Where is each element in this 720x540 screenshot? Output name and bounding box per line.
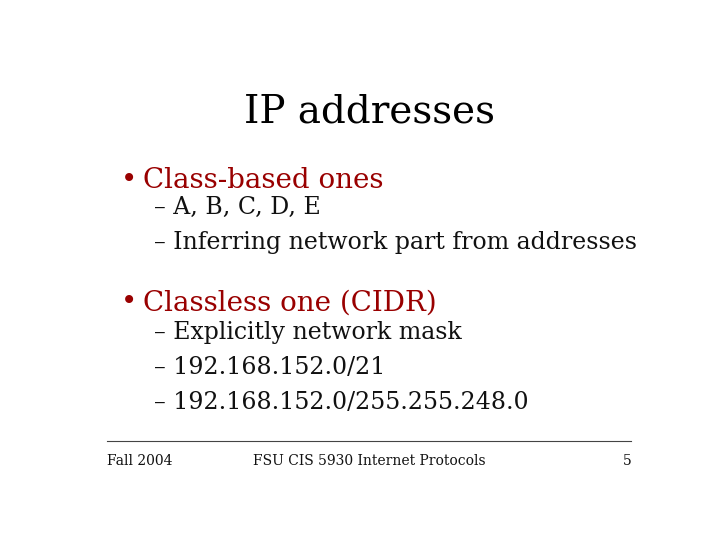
Text: – 192.168.152.0/255.255.248.0: – 192.168.152.0/255.255.248.0 [154, 391, 528, 414]
Text: FSU CIS 5930 Internet Protocols: FSU CIS 5930 Internet Protocols [253, 454, 485, 468]
Text: 5: 5 [623, 454, 631, 468]
Text: •: • [121, 289, 137, 316]
Text: – 192.168.152.0/21: – 192.168.152.0/21 [154, 356, 385, 379]
Text: – A, B, C, D, E: – A, B, C, D, E [154, 196, 321, 219]
Text: Class-based ones: Class-based ones [143, 167, 384, 194]
Text: •: • [121, 167, 137, 194]
Text: IP addresses: IP addresses [243, 94, 495, 131]
Text: – Inferring network part from addresses: – Inferring network part from addresses [154, 231, 637, 254]
Text: Fall 2004: Fall 2004 [107, 454, 172, 468]
Text: – Explicitly network mask: – Explicitly network mask [154, 321, 462, 343]
Text: Classless one (CIDR): Classless one (CIDR) [143, 289, 437, 316]
